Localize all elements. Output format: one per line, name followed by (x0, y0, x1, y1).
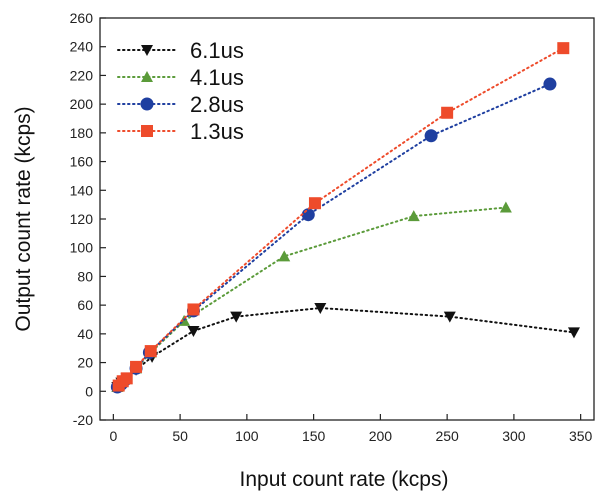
y-tick-label: 200 (70, 96, 94, 112)
y-tick-label: 80 (77, 268, 93, 284)
x-tick-label: 100 (235, 428, 259, 444)
y-tick-label: 140 (70, 182, 94, 198)
y-tick-label: 40 (77, 326, 93, 342)
x-axis: 0 50 100 150 200 250 300 350 (109, 414, 593, 444)
legend-marker (141, 45, 153, 56)
y-tick-label: 60 (77, 297, 93, 313)
series-layer (110, 42, 580, 394)
legend-marker (141, 71, 153, 82)
x-tick-label: 0 (109, 428, 117, 444)
series-2.8us (110, 77, 557, 394)
data-point (424, 129, 438, 143)
y-axis: -20 0 20 40 60 80 100 120 140 160 180 200 220 240 260 (70, 10, 106, 428)
y-tick-label: 260 (70, 10, 94, 26)
legend-item: 2.8us (117, 92, 244, 117)
x-tick-label: 200 (369, 428, 393, 444)
legend-item: 6.1us (117, 38, 244, 63)
y-tick-label: 180 (70, 125, 94, 141)
y-axis-title: Output count rate (kcps) (12, 106, 35, 331)
data-point (187, 325, 200, 337)
series-line (116, 206, 507, 388)
data-point (499, 201, 512, 213)
data-point (144, 345, 157, 358)
data-point (130, 360, 143, 373)
x-tick-label: 50 (172, 428, 188, 444)
data-point (301, 208, 315, 222)
legend-item: 1.3us (117, 119, 244, 144)
data-point (443, 311, 456, 323)
x-tick-label: 350 (569, 428, 593, 444)
x-tick-label: 150 (302, 428, 326, 444)
series-4.1us (111, 201, 512, 392)
legend-label: 6.1us (190, 38, 244, 63)
data-point (543, 77, 557, 91)
y-tick-label: 100 (70, 240, 94, 256)
series-1.3us (112, 42, 570, 392)
x-tick-label: 250 (435, 428, 459, 444)
legend-marker (140, 97, 154, 111)
legend-label: 1.3us (190, 119, 244, 144)
y-tick-label: 20 (77, 355, 93, 371)
data-point (441, 106, 454, 119)
y-tick-label: 220 (70, 67, 94, 83)
legend-item: 4.1us (117, 65, 244, 90)
y-tick-label: 120 (70, 211, 94, 227)
data-point (567, 327, 580, 339)
series-line (116, 83, 551, 388)
data-point (308, 197, 321, 210)
data-point (557, 42, 570, 55)
y-tick-label: 160 (70, 154, 94, 170)
plot-frame (99, 17, 595, 421)
data-point (407, 210, 420, 222)
data-point (120, 372, 133, 385)
y-tick-label: 240 (70, 39, 94, 55)
x-axis-title: Input count rate (kcps) (240, 468, 449, 491)
data-point (230, 311, 243, 323)
y-tick-label: 0 (85, 383, 93, 399)
y-tick-label: -20 (73, 412, 93, 428)
series-6.1us (111, 303, 580, 393)
legend-marker (141, 125, 153, 137)
legend-label: 4.1us (190, 65, 244, 90)
data-point (187, 303, 200, 316)
x-tick-label: 300 (502, 428, 526, 444)
data-point (278, 250, 291, 262)
data-point (314, 303, 327, 315)
legend-label: 2.8us (190, 92, 244, 117)
